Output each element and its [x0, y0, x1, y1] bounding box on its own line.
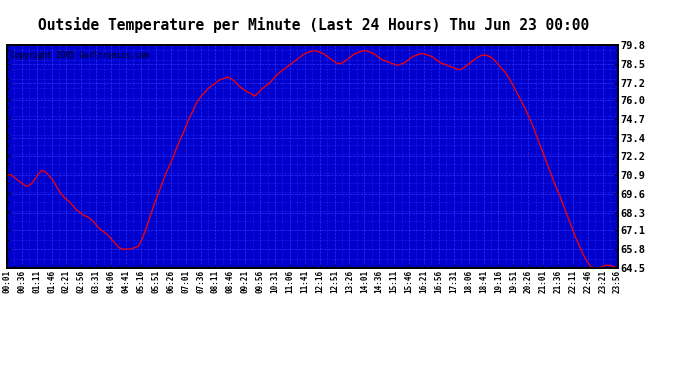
Text: Copyright 2005 Gurltronics.com: Copyright 2005 Gurltronics.com — [10, 51, 149, 60]
Text: Outside Temperature per Minute (Last 24 Hours) Thu Jun 23 00:00: Outside Temperature per Minute (Last 24 … — [39, 17, 589, 33]
